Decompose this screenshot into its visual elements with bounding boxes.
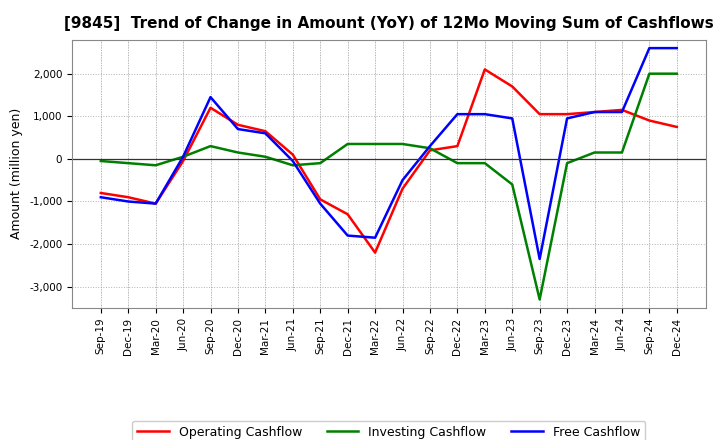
Investing Cashflow [233, 150, 242, 155]
Operating Cashflow [590, 110, 599, 115]
Line: Investing Cashflow: Investing Cashflow [101, 73, 677, 300]
Operating Cashflow [96, 191, 105, 196]
Free Cashflow [261, 131, 270, 136]
Free Cashflow [343, 233, 352, 238]
Operating Cashflow [343, 212, 352, 217]
Free Cashflow [672, 45, 681, 51]
Operating Cashflow [480, 67, 489, 72]
Operating Cashflow [398, 186, 407, 191]
Operating Cashflow [179, 158, 187, 164]
Free Cashflow [179, 154, 187, 159]
Free Cashflow [206, 95, 215, 100]
Investing Cashflow [206, 143, 215, 149]
Free Cashflow [426, 143, 434, 149]
Investing Cashflow [480, 161, 489, 166]
Operating Cashflow [672, 124, 681, 129]
Free Cashflow [536, 257, 544, 262]
Operating Cashflow [508, 84, 516, 89]
Investing Cashflow [618, 150, 626, 155]
Investing Cashflow [453, 161, 462, 166]
Operating Cashflow [206, 105, 215, 110]
Operating Cashflow [124, 194, 132, 200]
Investing Cashflow [672, 71, 681, 76]
Free Cashflow [124, 199, 132, 204]
Investing Cashflow [151, 163, 160, 168]
Investing Cashflow [508, 182, 516, 187]
Operating Cashflow [371, 250, 379, 255]
Operating Cashflow [316, 197, 325, 202]
Free Cashflow [289, 158, 297, 164]
Operating Cashflow [536, 111, 544, 117]
Free Cashflow [590, 110, 599, 115]
Investing Cashflow [563, 161, 572, 166]
Operating Cashflow [453, 143, 462, 149]
Free Cashflow [618, 110, 626, 115]
Operating Cashflow [563, 111, 572, 117]
Investing Cashflow [645, 71, 654, 76]
Investing Cashflow [426, 146, 434, 151]
Free Cashflow [453, 111, 462, 117]
Legend: Operating Cashflow, Investing Cashflow, Free Cashflow: Operating Cashflow, Investing Cashflow, … [132, 421, 645, 440]
Operating Cashflow [233, 122, 242, 128]
Investing Cashflow [590, 150, 599, 155]
Investing Cashflow [96, 158, 105, 164]
Operating Cashflow [618, 107, 626, 113]
Operating Cashflow [261, 128, 270, 134]
Line: Free Cashflow: Free Cashflow [101, 48, 677, 259]
Y-axis label: Amount (million yen): Amount (million yen) [11, 108, 24, 239]
Free Cashflow [645, 45, 654, 51]
Free Cashflow [371, 235, 379, 240]
Investing Cashflow [343, 141, 352, 147]
Free Cashflow [233, 126, 242, 132]
Free Cashflow [398, 178, 407, 183]
Investing Cashflow [289, 163, 297, 168]
Free Cashflow [480, 111, 489, 117]
Investing Cashflow [536, 297, 544, 302]
Title: [9845]  Trend of Change in Amount (YoY) of 12Mo Moving Sum of Cashflows: [9845] Trend of Change in Amount (YoY) o… [64, 16, 714, 32]
Free Cashflow [96, 194, 105, 200]
Investing Cashflow [371, 141, 379, 147]
Operating Cashflow [151, 201, 160, 206]
Free Cashflow [563, 116, 572, 121]
Free Cashflow [151, 201, 160, 206]
Investing Cashflow [124, 161, 132, 166]
Free Cashflow [508, 116, 516, 121]
Investing Cashflow [261, 154, 270, 159]
Operating Cashflow [426, 148, 434, 153]
Investing Cashflow [316, 161, 325, 166]
Line: Operating Cashflow: Operating Cashflow [101, 70, 677, 253]
Free Cashflow [316, 201, 325, 206]
Investing Cashflow [398, 141, 407, 147]
Investing Cashflow [179, 154, 187, 159]
Operating Cashflow [645, 118, 654, 123]
Operating Cashflow [289, 152, 297, 157]
